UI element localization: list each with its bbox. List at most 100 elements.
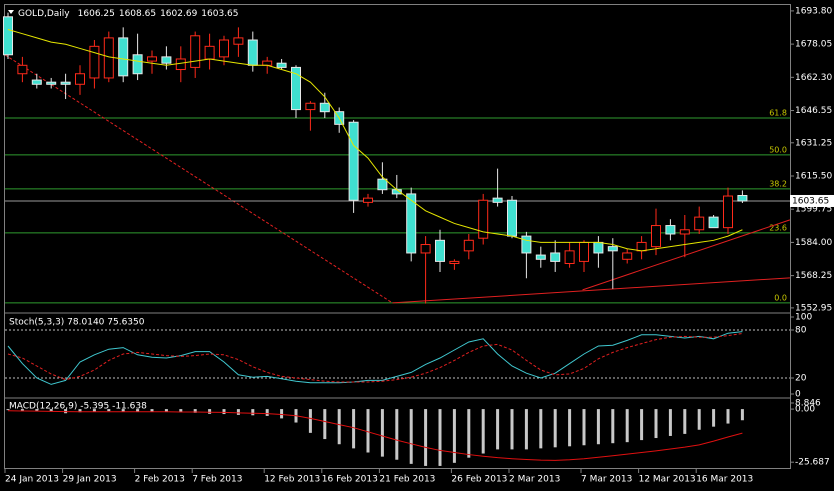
candle-body [636,241,647,252]
x-tick-label: 26 Feb 2013 [451,475,507,485]
candle-body [319,102,330,113]
ohlc-high: 1608.65 [119,9,156,19]
macd-bar [78,409,82,413]
macd-bar [352,409,356,449]
macd-bar [136,409,140,412]
candle-body [708,216,719,229]
candle-body [175,58,186,71]
fib-label: 0.0 [774,293,787,302]
macd-bar [496,409,500,450]
x-tick-label: 2 Mar 2013 [509,475,560,485]
x-tick-label: 16 Feb 2013 [322,475,378,485]
candle-body [363,197,373,203]
candle-body [262,60,273,66]
macd-bar [193,409,197,413]
x-tick-label: 12 Feb 2013 [264,475,320,485]
menu-triangle [8,10,14,14]
x-tick-label: 24 Jan 2013 [5,475,59,485]
y-tick-label: 1568.25 [795,271,832,281]
ohlc-low: 1602.69 [160,9,197,19]
candle-body [161,56,172,64]
macd-bar [452,409,456,463]
candle-body [118,37,129,77]
moving-average [7,28,743,252]
x-tick-label: 12 Mar 2013 [639,475,696,485]
candle-body [435,239,445,262]
candle-body [305,102,316,111]
symbol: GOLD,Daily [18,9,70,19]
candle-body [622,252,633,260]
candle-body [46,81,57,85]
macd-bar [20,409,24,411]
y-tick-label: 1584.00 [795,238,832,248]
macd-bar [308,409,312,433]
macd-bar [712,409,716,427]
last-price-box [790,194,834,207]
y-tick-label: 8.846 [795,399,821,409]
candle-body [463,239,474,252]
candle-body [60,81,71,85]
y-tick-label: 1615.50 [795,172,832,182]
fib-label: 38.2 [769,179,787,188]
x-tick-label: 29 Jan 2013 [63,475,117,485]
candle-body [247,39,258,66]
macd-bar [236,409,240,415]
x-tick-label: 7 Mar 2013 [581,475,632,485]
candle-body [521,235,532,254]
candle-body [449,260,460,265]
macd-bar [625,409,629,443]
candle-body [535,254,546,260]
candle-body [132,54,143,75]
candle-body [665,225,676,235]
chart-title: GOLD,Daily 1606.25 1608.65 1602.69 1603.65 [18,9,239,19]
macd-bar [740,409,744,421]
trendline [582,219,791,291]
y-tick-label: 1693.80 [795,6,832,16]
macd-bar [596,409,600,445]
trendline [4,54,393,304]
macd-bar [121,409,125,412]
macd-bar [380,409,384,457]
macd-bar [395,409,399,460]
macd-bar [92,409,96,412]
candle-body [579,241,589,262]
candle-body [204,45,215,60]
macd-bar [251,409,255,416]
frame [4,4,791,469]
candle-body [607,246,618,252]
candle-body [593,241,604,254]
macd-bar [697,409,701,430]
trendline [392,277,790,304]
y-tick-label: 1631.25 [795,138,832,148]
stoch-line [7,331,743,385]
macd-bar [683,409,687,434]
macd-bar [323,409,327,440]
macd-title: MACD(12,26,9) -5.395 -11.638 [9,402,147,412]
candle-body [420,244,431,254]
candle-body [723,195,733,229]
ohlc-open: 1606.25 [78,9,115,19]
candle-body [679,229,690,235]
x-tick-label: 21 Feb 2013 [379,475,435,485]
macd-bar [510,409,514,450]
candle-body [492,197,503,203]
x-tick-label: 7 Feb 2013 [192,475,242,485]
candle-body [190,35,201,68]
candle-body [694,216,705,231]
candle-body [233,37,244,45]
macd-bar [150,409,154,412]
stoch-title: Stoch(5,3,3) 78.0140 75.6350 [9,318,145,328]
candle-body [406,193,417,254]
candle-body [478,199,489,239]
y-tick-label: 1646.55 [795,106,832,116]
candle-body [550,252,561,262]
candle-body [89,45,100,79]
macd-bar [179,409,183,413]
candle-body [219,39,229,58]
macd-bar [654,409,658,439]
macd-bar [668,409,672,436]
candle-body [737,195,748,202]
macd-bar [582,409,586,446]
